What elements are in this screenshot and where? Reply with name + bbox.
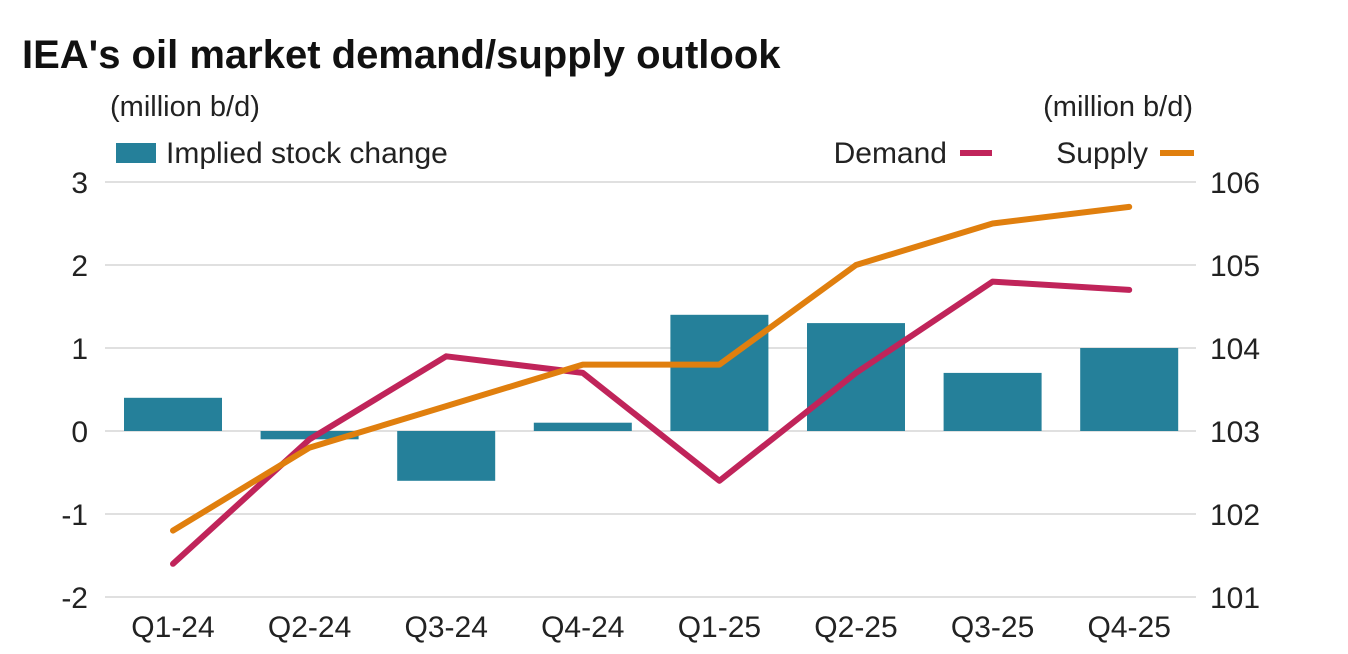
line-supply: [170, 203, 1133, 534]
right-tick-label: 103: [1210, 416, 1260, 449]
left-unit-label: (million b/d): [110, 91, 260, 123]
right-unit-label: (million b/d): [1043, 91, 1193, 123]
bar-Q4-25: [1080, 348, 1179, 431]
legend-label-demand: Demand: [834, 137, 947, 170]
x-tick-label: Q4-24: [541, 611, 624, 644]
x-tick-label: Q1-24: [131, 611, 214, 644]
bar-Q3-25: [943, 372, 1042, 431]
line-demand: [170, 278, 1133, 567]
bar-Q3-24: [397, 431, 496, 481]
x-tick-label: Q3-25: [951, 611, 1034, 644]
left-tick-label: 2: [71, 250, 88, 283]
legend-swatch-bars: [116, 143, 156, 163]
right-tick-label: 105: [1210, 250, 1260, 283]
right-tick-label: 104: [1210, 333, 1260, 366]
legend-label-supply: Supply: [1056, 137, 1148, 170]
bar-Q1-24: [124, 397, 222, 431]
bar-Q4-24: [533, 422, 632, 431]
legend-label-bars: Implied stock change: [166, 137, 448, 170]
right-tick-label: 101: [1210, 582, 1260, 615]
bar-Q2-25: [807, 323, 905, 431]
x-tick-label: Q4-25: [1088, 611, 1171, 644]
x-tick-label: Q3-24: [405, 611, 488, 644]
left-tick-label: 0: [71, 416, 88, 449]
x-tick-label: Q1-25: [678, 611, 761, 644]
left-tick-label: 3: [71, 167, 88, 200]
left-tick-label: 1: [71, 333, 88, 366]
right-tick-label: 106: [1210, 167, 1260, 200]
bar-Q1-25: [670, 314, 769, 431]
left-tick-label: -1: [61, 499, 88, 532]
x-tick-label: Q2-25: [814, 611, 897, 644]
right-tick-label: 102: [1210, 499, 1260, 532]
chart-title: IEA's oil market demand/supply outlook: [22, 33, 781, 77]
bar-Q2-24: [260, 431, 359, 440]
left-tick-label: -2: [61, 582, 88, 615]
x-tick-label: Q2-24: [268, 611, 351, 644]
